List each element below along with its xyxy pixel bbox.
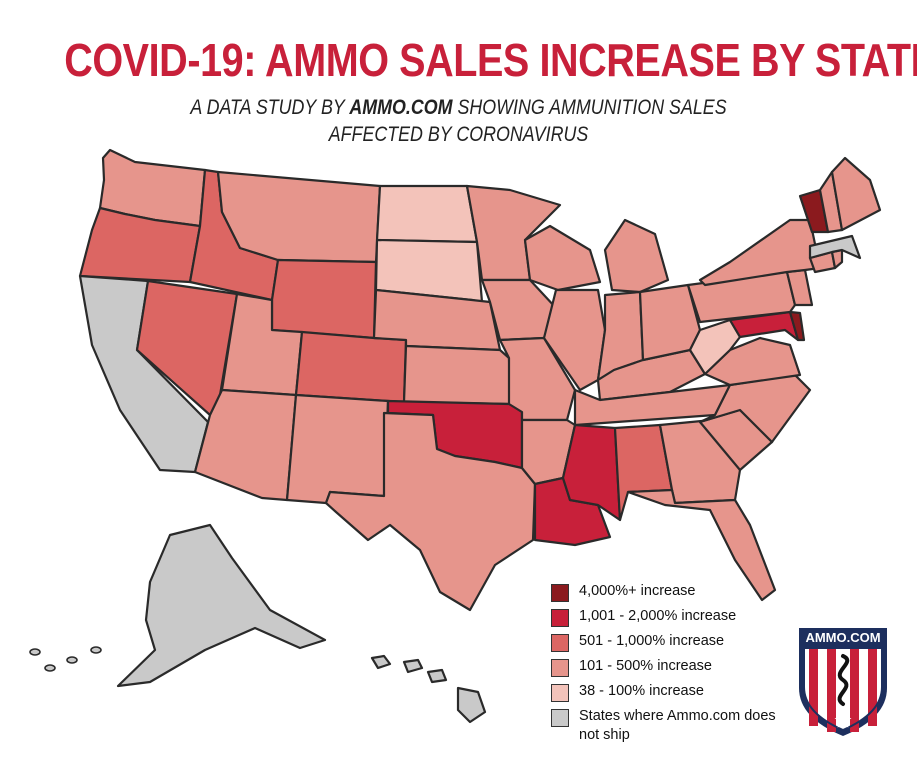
state-wi <box>523 224 602 292</box>
legend-item: 4,000%+ increase <box>551 582 791 607</box>
page-title: COVID-19: AMMO SALES INCREASE BY STATE <box>64 34 917 86</box>
state-mt <box>216 170 382 264</box>
subtitle-prefix: A DATA STUDY BY <box>190 96 350 119</box>
logo-stripes <box>809 648 877 732</box>
legend-swatch <box>551 634 569 652</box>
ammo-logo: AMMO.COM <box>799 628 887 736</box>
legend-swatch <box>551 684 569 702</box>
legend-label: States where Ammo.com does not ship <box>579 708 776 743</box>
subtitle-brand: AMMO.COM <box>349 96 453 119</box>
state-tx <box>324 411 537 612</box>
legend-swatch <box>551 709 569 727</box>
logo-text: AMMO.COM <box>805 630 880 645</box>
map-legend: 4,000%+ increase 1,001 - 2,000% increase… <box>551 582 791 743</box>
legend-label: 501 - 1,000% increase <box>579 633 725 649</box>
state-fl <box>626 488 777 602</box>
state-ma <box>808 234 862 260</box>
subtitle-suffix: SHOWING AMMUNITION SALES <box>452 96 727 119</box>
legend-swatch <box>551 609 569 627</box>
legend-swatch <box>551 584 569 602</box>
logo-snake <box>837 654 850 706</box>
state-ak <box>116 523 327 688</box>
logo-star <box>834 712 852 728</box>
aleutian-island <box>66 656 78 664</box>
state-co <box>294 330 408 404</box>
legend-swatch <box>551 659 569 677</box>
legend-item: States where Ammo.com does not ship <box>551 707 791 743</box>
aleutian-island <box>29 648 41 656</box>
subtitle-line-2: AFFECTED BY CORONAVIRUS <box>328 123 589 146</box>
legend-label: 1,001 - 2,000% increase <box>579 608 737 624</box>
state-wy <box>270 258 378 340</box>
legend-item: 101 - 500% increase <box>551 657 791 682</box>
legend-item: 501 - 1,000% increase <box>551 632 791 657</box>
state-nd <box>375 184 479 244</box>
subtitle-line-1: A DATA STUDY BY AMMO.COM SHOWING AMMUNIT… <box>69 94 848 121</box>
legend-item: 38 - 100% increase <box>551 682 791 707</box>
state-nm <box>285 393 390 505</box>
state-de <box>788 310 806 342</box>
legend-item: 1,001 - 2,000% increase <box>551 607 791 632</box>
state-ks <box>402 344 512 406</box>
aleutian-island <box>44 664 56 672</box>
aleutian-island <box>90 646 102 654</box>
state-mi <box>603 218 670 294</box>
state-me <box>830 156 882 232</box>
page-subtitle: A DATA STUDY BY AMMO.COM SHOWING AMMUNIT… <box>69 94 848 148</box>
legend-label: 38 - 100% increase <box>579 683 704 699</box>
legend-label: 4,000%+ increase <box>579 583 696 599</box>
legend-label: 101 - 500% increase <box>579 658 712 674</box>
state-hi <box>370 654 487 724</box>
